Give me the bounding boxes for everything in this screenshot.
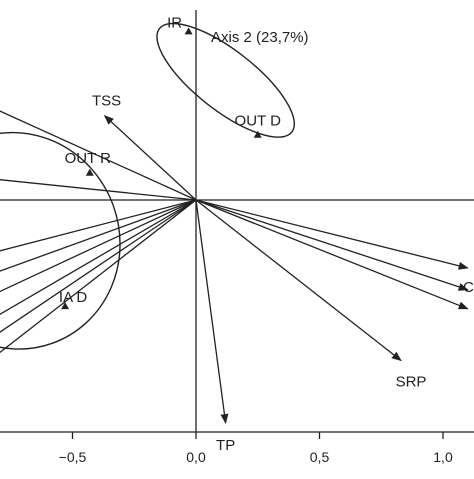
group-ellipse (0, 131, 121, 350)
ellipse-layer (0, 22, 296, 350)
vector-tp (195, 199, 229, 425)
vector-label: TP (216, 437, 235, 454)
vector-arrow (0, 110, 197, 201)
x-tick-label: 0,0 (186, 449, 206, 465)
group-centroid-marker (253, 130, 262, 138)
vector-label: SRP (396, 373, 427, 390)
point-layer: IR OUT D OUT R IA D (59, 14, 282, 310)
vector-arrow (0, 199, 197, 293)
y-axis-label: Axis 2 (23,7%) (211, 29, 309, 46)
vector-arrow (0, 199, 197, 252)
group-label: OUT R (65, 150, 112, 167)
vector-arrow (0, 199, 197, 354)
group-centroid-marker (184, 27, 193, 35)
vector-arrow (0, 179, 197, 201)
edge-vector-label: C (463, 279, 474, 296)
group-centroid-marker (85, 168, 94, 176)
vector-arrow (0, 199, 197, 333)
vector-tss (103, 115, 197, 201)
group-ellipse (156, 22, 296, 138)
group-centroid-marker (61, 302, 70, 310)
vector-srp (195, 199, 402, 362)
vector-arrow (195, 199, 469, 270)
x-tick-label: 1,0 (433, 449, 453, 465)
vector-arrow (195, 199, 469, 310)
group-label: IA D (59, 289, 88, 306)
group-label: IR (167, 14, 182, 31)
vector-arrow (195, 199, 469, 291)
vector-arrow (0, 199, 197, 316)
vector-label: TSS (92, 93, 121, 110)
x-tick-label: −0,5 (59, 449, 87, 465)
vector-arrow (0, 199, 197, 272)
group-label: OUT D (235, 113, 282, 130)
x-tick-label: 0,5 (310, 449, 330, 465)
axes-layer: −0,5 0,0 0,5 1,0 (0, 10, 474, 465)
vector-layer: TSS TP SRP (0, 93, 469, 454)
